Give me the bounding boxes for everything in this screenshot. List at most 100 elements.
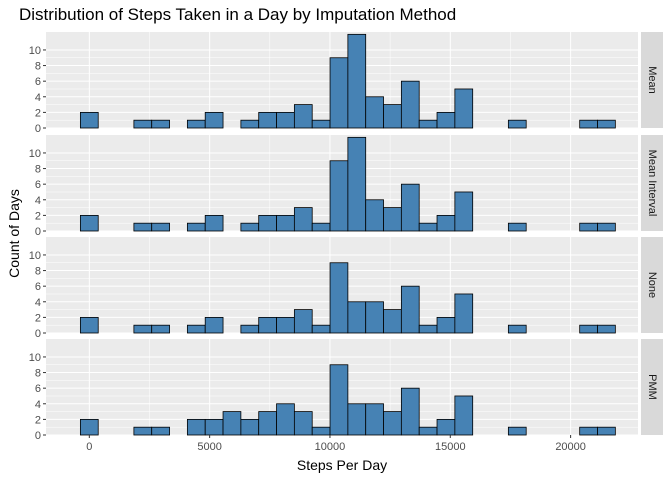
facet-label: PMM — [646, 374, 658, 400]
y-tick-label: 6 — [35, 383, 41, 395]
y-axis-title: Count of Days — [6, 189, 22, 278]
histogram-bar — [454, 191, 474, 232]
y-tick-label: 10 — [29, 352, 41, 364]
histogram-bar — [579, 324, 598, 334]
histogram-bar — [186, 418, 206, 436]
x-tick-label: 20000 — [555, 441, 586, 453]
histogram-bar — [258, 111, 277, 129]
histogram-bar — [436, 316, 456, 334]
y-tick-label: 0 — [35, 123, 41, 135]
histogram-bar — [258, 214, 277, 232]
histogram-bar — [365, 301, 384, 334]
histogram-bar — [151, 119, 170, 129]
histogram-bar — [365, 199, 384, 232]
histogram-bar — [418, 119, 438, 129]
histogram-bar — [383, 309, 402, 334]
histogram-bar — [365, 96, 384, 129]
histogram-bar — [383, 411, 402, 436]
histogram-bar — [240, 222, 260, 232]
histogram-bar — [329, 160, 349, 232]
histogram-bar — [240, 418, 260, 436]
histogram-bar — [276, 214, 295, 232]
histogram-bar — [186, 324, 206, 334]
facet-strip — [641, 32, 663, 128]
histogram-bar — [293, 207, 313, 232]
histogram-bar — [293, 309, 313, 334]
histogram-bar — [204, 111, 224, 129]
y-tick-label: 10 — [29, 45, 41, 57]
histogram-bar — [276, 316, 295, 334]
histogram-bar — [347, 301, 367, 334]
histogram-bar — [400, 387, 420, 436]
histogram-bar — [436, 111, 456, 129]
histogram-bar — [133, 222, 153, 232]
histogram-bar — [329, 262, 349, 334]
x-tick-label: 0 — [86, 441, 92, 453]
y-tick-label: 6 — [35, 76, 41, 88]
y-tick-label: 4 — [35, 92, 41, 104]
histogram-bar — [204, 214, 224, 232]
y-tick-label: 10 — [29, 148, 41, 160]
histogram-bar — [400, 80, 420, 129]
histogram-bar — [79, 316, 99, 334]
histogram-bar — [311, 426, 331, 436]
histogram-bar — [311, 222, 331, 232]
histogram-bar — [133, 324, 153, 334]
histogram-bar — [597, 222, 616, 232]
y-tick-label: 8 — [35, 61, 41, 73]
x-axis-title: Steps Per Day — [297, 457, 387, 473]
histogram-bar — [365, 403, 384, 436]
histogram-bar — [258, 316, 277, 334]
histogram-bar — [418, 426, 438, 436]
histogram-bar — [507, 119, 527, 129]
histogram-bar — [597, 119, 616, 129]
histogram-bar — [579, 119, 598, 129]
histogram-bar — [240, 119, 260, 129]
y-tick-label: 8 — [35, 368, 41, 380]
histogram-bar — [186, 119, 206, 129]
x-tick-label: 10000 — [315, 441, 346, 453]
y-tick-label: 0 — [35, 328, 41, 340]
histogram-bar — [240, 324, 260, 334]
histogram-bar — [293, 411, 313, 436]
y-tick-label: 4 — [35, 195, 41, 207]
histogram-bar — [347, 403, 367, 436]
histogram-bar — [454, 293, 474, 334]
x-tick-label: 15000 — [435, 441, 466, 453]
y-tick-label: 2 — [35, 210, 41, 222]
y-tick-label: 8 — [35, 266, 41, 278]
y-tick-label: 6 — [35, 281, 41, 293]
histogram-bar — [258, 411, 277, 436]
histogram-bar — [454, 88, 474, 129]
histogram-bar — [579, 222, 598, 232]
histogram-bar — [436, 214, 456, 232]
histogram-bar — [329, 364, 349, 436]
y-tick-label: 6 — [35, 179, 41, 191]
x-tick-label: 5000 — [197, 441, 221, 453]
histogram-bar — [276, 111, 295, 129]
histogram-bar — [597, 426, 616, 436]
histogram-bar — [311, 119, 331, 129]
histogram-bar — [79, 214, 99, 232]
y-tick-label: 2 — [35, 107, 41, 119]
y-tick-label: 8 — [35, 164, 41, 176]
facet-strip — [641, 339, 663, 435]
y-tick-label: 10 — [29, 250, 41, 262]
facet-label: Mean Interval — [646, 150, 658, 217]
histogram-bar — [311, 324, 331, 334]
histogram-bar — [383, 207, 402, 232]
histogram-bar — [418, 324, 438, 334]
y-tick-label: 2 — [35, 312, 41, 324]
histogram-bar — [133, 426, 153, 436]
histogram-bar — [79, 418, 99, 436]
histogram-bar — [186, 222, 206, 232]
chart-title: Distribution of Steps Taken in a Day by … — [19, 5, 457, 24]
y-tick-label: 2 — [35, 414, 41, 426]
histogram-bar — [133, 119, 153, 129]
histogram-bar — [383, 104, 402, 129]
y-tick-label: 4 — [35, 297, 41, 309]
histogram-bar — [579, 426, 598, 436]
histogram-bar — [347, 136, 367, 232]
y-tick-label: 4 — [35, 399, 41, 411]
